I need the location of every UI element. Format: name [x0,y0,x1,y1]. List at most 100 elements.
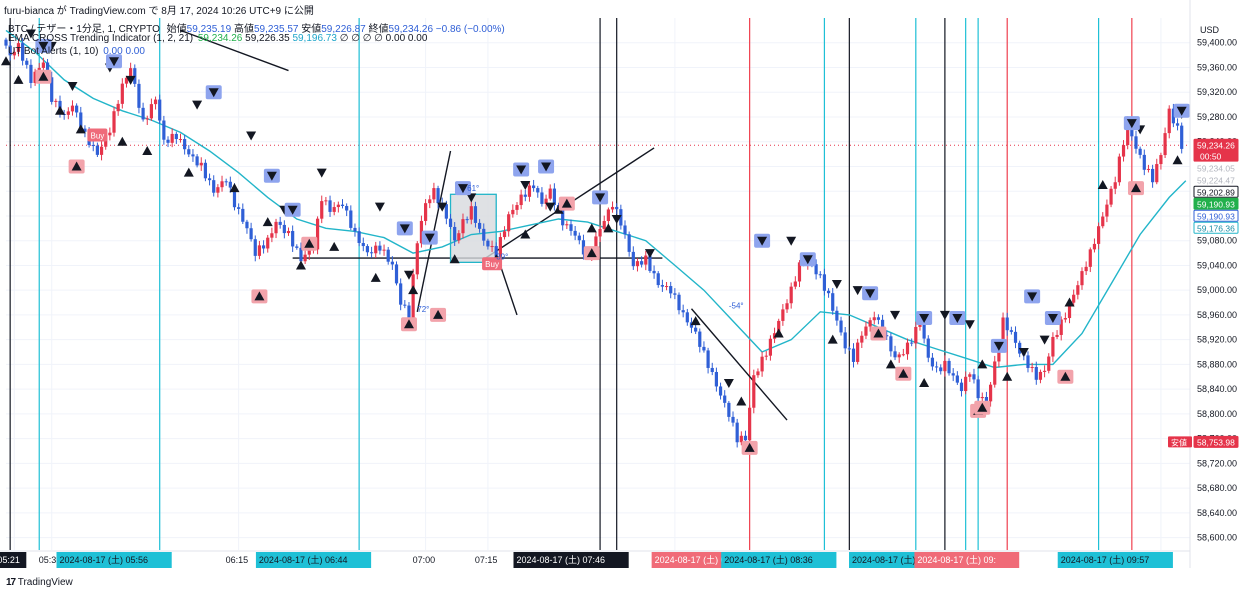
candle-body [320,201,324,219]
sell-arrow-icon [964,320,975,330]
sell-arrow-icon [865,289,876,299]
candle-body [75,105,79,113]
buy-arrow-icon [1064,297,1075,307]
price-tick-label: 59,280.00 [1197,112,1237,122]
candle-body [1088,249,1092,267]
candle-body [1175,123,1180,126]
candle-body [947,360,951,374]
angle-annotation: -54° [729,302,744,311]
price-tag-box [1193,435,1239,448]
candle-body [507,214,511,232]
candle-body [876,317,881,320]
buy-arrow-icon [586,248,597,258]
candle-body [116,103,120,112]
buy-arrow-icon [1,56,11,66]
candle-body [315,218,320,250]
candle-body [536,188,540,193]
candle-body [295,246,299,248]
time-tag-box [255,552,372,568]
candle-body [386,249,390,262]
candle-body [972,374,976,380]
ema-cross-indicator-legend[interactable]: EMA CROSS Trending Indicator (1, 2, 21) … [8,33,427,44]
candle-body [70,105,75,112]
candle-body [25,60,29,65]
sell-arrow-icon [890,310,901,320]
candle-body [415,243,419,275]
candle-body [307,249,311,255]
sell-arrow-icon [1047,314,1058,324]
open-label: 始値 [166,24,187,35]
candle-body [889,336,893,352]
candle-body [108,132,112,136]
buy-arrow-icon [603,223,614,233]
candle-body [162,120,166,140]
sell-arrow-icon [109,57,120,67]
candle-body [968,374,972,377]
candle-body [1171,108,1175,124]
sell-arrow-icon [67,82,78,92]
candle-body [1117,156,1121,183]
symbol-legend[interactable]: BTC / テザー・1分足, 1, CRYPTO 始値59,235.19 高値5… [8,20,505,35]
buy-arrow-icon [520,229,531,239]
buy-arrow-icon [1097,180,1108,190]
buy-arrow-icon [873,328,884,338]
candle-body [374,245,378,254]
candle-body [1055,334,1059,337]
candle-body [16,43,21,52]
time-tick-label: 06:15 [226,555,249,565]
price-scale[interactable]: USD 59,400.00 59,360.00 59,320.00 59,280.00 5… [1168,0,1247,568]
candle-body [253,239,257,256]
candle-body [872,317,876,321]
ut-bot-legend[interactable]: UT Bot Alerts (1, 10) 0.00 0.00 [8,46,145,57]
candle-body [727,402,731,417]
candle-body [910,342,914,344]
sell-arrow-icon [595,193,606,203]
buy-arrow-icon [183,167,194,177]
candle-body [270,233,274,238]
candle-body [777,320,781,334]
buy-arrow-icon [304,238,315,248]
candle-body [183,139,187,150]
candle-body [914,326,918,344]
time-tag-box [914,552,1020,568]
buy-label-text: Buy [485,260,499,269]
candle-body [735,422,739,443]
tradingview-footer: 17 TradingView [6,577,73,588]
candle-body [627,234,631,252]
candle-body [544,198,548,204]
candle-body [129,68,133,78]
candle-body [772,333,777,339]
ema-layer [5,29,1187,369]
candle-body [656,273,660,286]
buy-label-text: Buy [90,132,104,141]
candle-body [453,226,457,241]
sell-arrow-icon [316,168,327,178]
buy-arrow-icon [75,124,86,134]
sell-arrow-icon [466,193,477,203]
candle-body [436,188,440,204]
candle-body [120,83,124,104]
candle-body [644,255,648,265]
indicator-value-3: 59,196.73 [292,33,337,44]
candle-body [698,331,702,347]
candle-body [652,270,656,274]
price-tag-label: 59,190.93 [1197,199,1235,209]
price-tag-box [1193,185,1239,198]
candle-body [1005,317,1009,331]
candle-body [602,221,606,230]
candle-body [1084,266,1088,272]
candle-body [702,346,706,351]
candle-body [1134,136,1138,149]
time-tick-label: 2024-08-17 (土) 05:56 [60,554,149,565]
candle-body [502,231,507,238]
candle-body [1097,226,1101,244]
sell-arrow-icon [1176,106,1187,116]
candle-body [174,133,178,140]
drawing-layer[interactable] [180,29,788,421]
candle-body [723,395,727,403]
candle-body [793,281,797,287]
candle-body [976,379,980,399]
candle-body [814,264,818,275]
